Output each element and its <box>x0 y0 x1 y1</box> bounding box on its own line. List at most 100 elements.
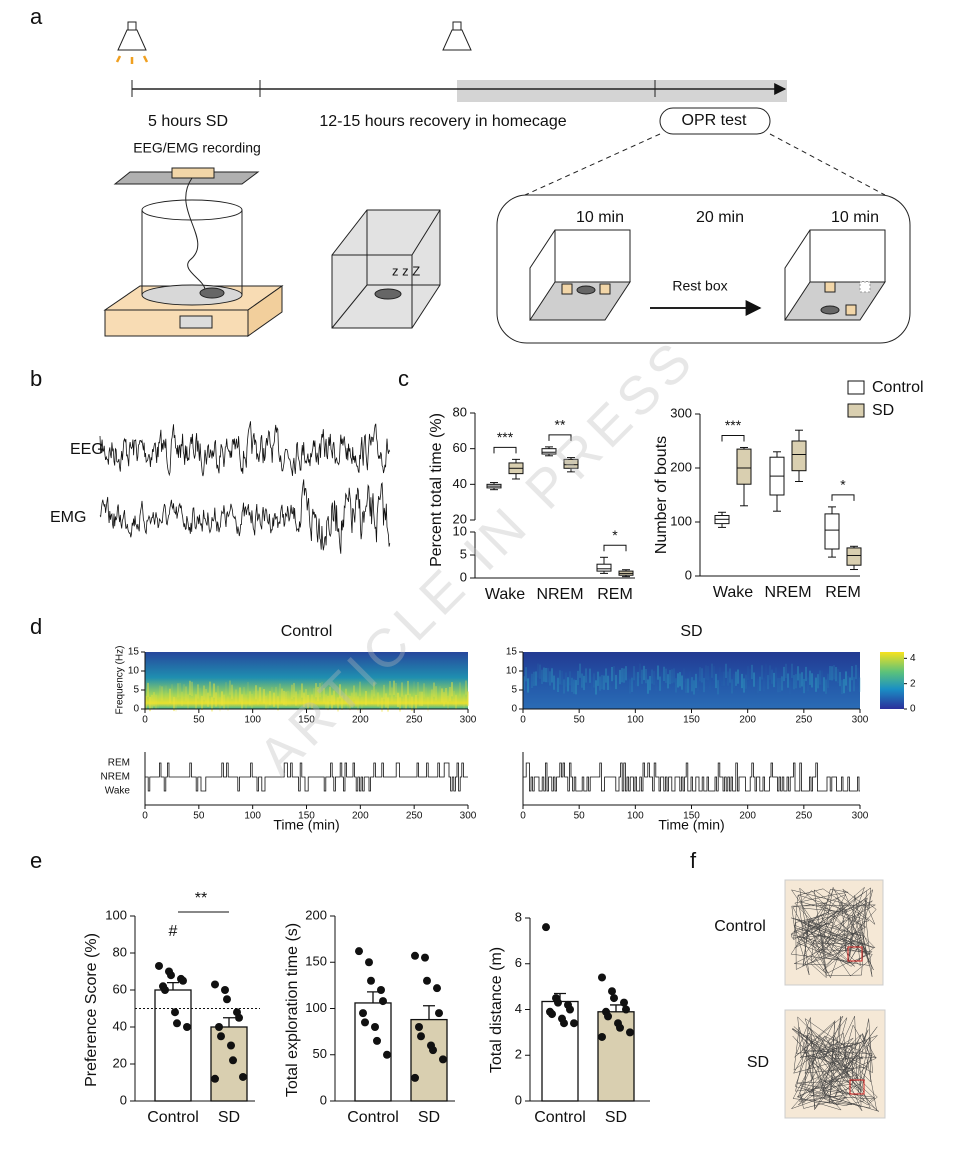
data-point <box>183 1023 191 1031</box>
spectrogram-texture <box>529 672 531 686</box>
spectrogram-texture <box>189 680 191 696</box>
spectrogram-texture <box>719 667 721 682</box>
object-zone <box>847 946 863 962</box>
spectrogram-texture <box>179 682 181 698</box>
spectrogram-texture <box>627 677 629 691</box>
spectrogram-texture <box>195 694 197 709</box>
spectrogram-texture <box>587 675 589 689</box>
data-point <box>570 1019 578 1028</box>
spectrogram-texture <box>383 684 385 700</box>
y-tick-label: 0 <box>120 1092 127 1107</box>
spectrogram-texture <box>315 683 317 698</box>
spectrogram-texture <box>277 696 279 711</box>
spectrogram-texture <box>669 669 671 685</box>
significance-label: *** <box>497 429 514 445</box>
spectrogram-texture <box>221 691 223 706</box>
significance-label: * <box>612 527 618 543</box>
spectrogram-texture <box>373 682 375 697</box>
phase-label: 10 min <box>576 209 624 226</box>
spectrogram-texture <box>827 673 829 688</box>
spectrogram-texture <box>147 682 149 698</box>
spectrogram-image <box>145 652 468 709</box>
spectrogram-texture <box>525 667 527 682</box>
spectrogram-texture <box>647 679 649 694</box>
wire <box>185 177 206 291</box>
spectrogram-texture <box>655 676 657 691</box>
spectrogram-texture <box>607 675 609 690</box>
y-tick-label: 200 <box>305 907 327 922</box>
spectrogram-texture <box>571 677 573 693</box>
spectrogram-texture <box>177 683 179 698</box>
y-tick-label: 100 <box>105 907 127 922</box>
spectrogram-texture <box>419 691 421 706</box>
data-point <box>239 1072 247 1081</box>
spectrogram-texture <box>447 695 449 711</box>
spectrogram-texture <box>239 687 241 702</box>
spectrogram-texture <box>273 692 275 707</box>
spectrogram-texture <box>463 694 465 709</box>
data-point <box>379 997 387 1006</box>
spectrogram-texture <box>625 666 627 681</box>
platform-side <box>247 285 283 337</box>
significance-label: * <box>840 477 846 493</box>
y-tick-label: 10 <box>453 523 467 538</box>
spectrogram-texture <box>759 676 761 691</box>
spectrogram-texture <box>173 696 175 712</box>
object-old-place <box>859 281 871 293</box>
state-label: NREM <box>101 772 130 783</box>
spectrogram-texture <box>209 681 211 696</box>
spectrogram-texture <box>535 671 537 686</box>
spectrogram-texture <box>837 668 839 684</box>
spectrogram-texture <box>569 671 571 686</box>
data-point <box>167 971 175 980</box>
recording-label: EEG/EMG recording <box>133 140 261 156</box>
spectrogram-texture <box>831 666 833 681</box>
data-point <box>211 1074 219 1083</box>
spectrogram-texture <box>541 669 543 684</box>
spectrogram-texture <box>539 664 541 679</box>
spectrogram-texture <box>153 692 155 707</box>
spectrogram-texture <box>733 673 735 689</box>
x-tick-label: 50 <box>193 811 205 822</box>
phase-label: 20 min <box>696 209 744 226</box>
trajectory-label: Control <box>714 918 766 935</box>
spectrogram-texture <box>853 677 855 692</box>
spectrogram-texture <box>523 676 525 691</box>
legend-swatch <box>847 403 865 418</box>
spectrogram-texture <box>583 675 585 691</box>
spectrogram-texture <box>351 692 353 707</box>
spectrogram-texture <box>615 674 617 690</box>
spectrogram-texture <box>305 688 307 704</box>
y-tick-label: 5 <box>460 546 467 561</box>
x-tick-label: REM <box>597 586 633 603</box>
spectrogram-texture <box>725 663 727 678</box>
legend-swatch <box>847 380 865 395</box>
spectrogram-texture <box>327 695 329 711</box>
colorbar-tick-label: 2 <box>910 678 916 689</box>
x-tick-label: 250 <box>795 715 812 726</box>
x-tick-label: Control <box>347 1109 399 1126</box>
significance-bracket <box>493 446 517 454</box>
data-point <box>421 953 429 962</box>
x-tick-label: Wake <box>713 584 753 601</box>
spectrogram-texture <box>791 663 793 678</box>
spectrogram-texture <box>689 671 691 686</box>
x-tick-label: 250 <box>795 811 812 822</box>
spectrogram-texture <box>253 690 255 706</box>
spectrogram-texture <box>781 676 783 691</box>
x-tick-label: REM <box>825 584 861 601</box>
spectrogram-texture <box>807 677 809 692</box>
spectrogram-texture <box>353 685 355 700</box>
y-axis-label: Frequency (Hz) <box>115 646 126 715</box>
spectrogram-texture <box>651 669 653 684</box>
signal-trace <box>99 479 391 554</box>
x-tick-label: 150 <box>683 811 700 822</box>
spectrogram-texture <box>345 688 347 703</box>
data-point <box>566 1005 574 1014</box>
data-point <box>560 1019 568 1028</box>
y-axis-label: Number of bouts <box>653 436 670 554</box>
spectrogram-texture <box>259 687 261 702</box>
spectrogram-texture <box>385 693 387 708</box>
spectrogram-texture <box>207 692 209 707</box>
